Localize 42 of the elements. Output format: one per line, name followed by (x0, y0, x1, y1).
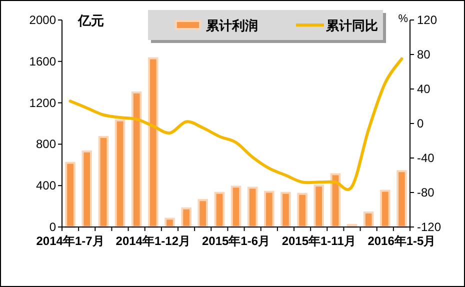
bar (363, 212, 374, 228)
ytick: 1200 (29, 96, 56, 110)
bar (314, 184, 324, 228)
legend-label: 累计同比 (326, 18, 378, 33)
ylabel: 亿元 (78, 13, 104, 28)
bar (264, 190, 274, 228)
y2label: % (398, 13, 408, 25)
bar (164, 218, 175, 228)
xtick: 2014年1-7月 (36, 234, 104, 248)
y2tick: -80 (417, 186, 434, 200)
bar (131, 91, 142, 228)
bar (297, 192, 308, 228)
bar (181, 207, 192, 228)
ytick: 1600 (29, 54, 56, 68)
bar (114, 119, 126, 228)
y2tick: -40 (417, 151, 434, 165)
bar (230, 186, 242, 228)
ytick: 800 (36, 137, 56, 152)
xtick: 2015年1-11月 (282, 234, 356, 248)
y2tick: 120 (417, 13, 438, 27)
xtick: 2015年1-6月 (202, 234, 270, 248)
ytick: 400 (36, 178, 56, 193)
bar (396, 170, 407, 228)
xtick: 2016年1-5月 (368, 234, 436, 248)
y2tick: -120 (417, 220, 442, 234)
bar (280, 192, 291, 228)
y2tick: 40 (417, 82, 430, 96)
legend-label: 累计利润 (206, 18, 258, 33)
bar (98, 136, 109, 228)
ytick: 0 (49, 220, 56, 234)
y2tick: 80 (417, 48, 430, 62)
bar (330, 173, 341, 228)
bar (198, 199, 208, 228)
bar (380, 190, 390, 228)
bar (247, 186, 258, 228)
ytick: 2000 (29, 13, 56, 27)
bar (65, 162, 76, 228)
xtick: 2014年1-12月 (116, 234, 190, 248)
bar (82, 150, 92, 228)
bar (214, 192, 225, 228)
bar (148, 57, 158, 228)
y2tick: 0 (417, 116, 424, 130)
